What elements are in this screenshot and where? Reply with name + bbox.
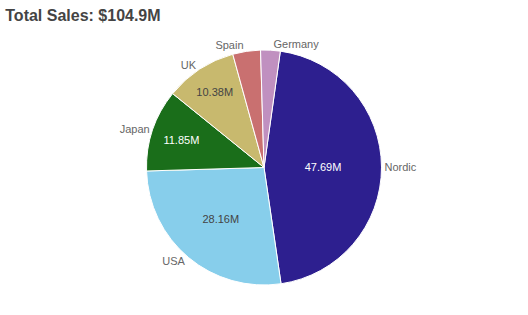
svg-text:Spain: Spain (215, 39, 243, 51)
svg-text:47.69M: 47.69M (305, 161, 342, 173)
svg-text:28.16M: 28.16M (202, 213, 239, 225)
svg-text:UK: UK (181, 59, 197, 71)
svg-text:10.38M: 10.38M (196, 86, 233, 98)
svg-text:Germany: Germany (273, 38, 319, 50)
svg-text:USA: USA (162, 255, 185, 267)
svg-text:Nordic: Nordic (384, 161, 416, 173)
svg-text:Japan: Japan (120, 123, 150, 135)
svg-text:11.85M: 11.85M (163, 134, 199, 146)
svg-text:Total Sales: $104.9M: Total Sales: $104.9M (5, 7, 160, 24)
